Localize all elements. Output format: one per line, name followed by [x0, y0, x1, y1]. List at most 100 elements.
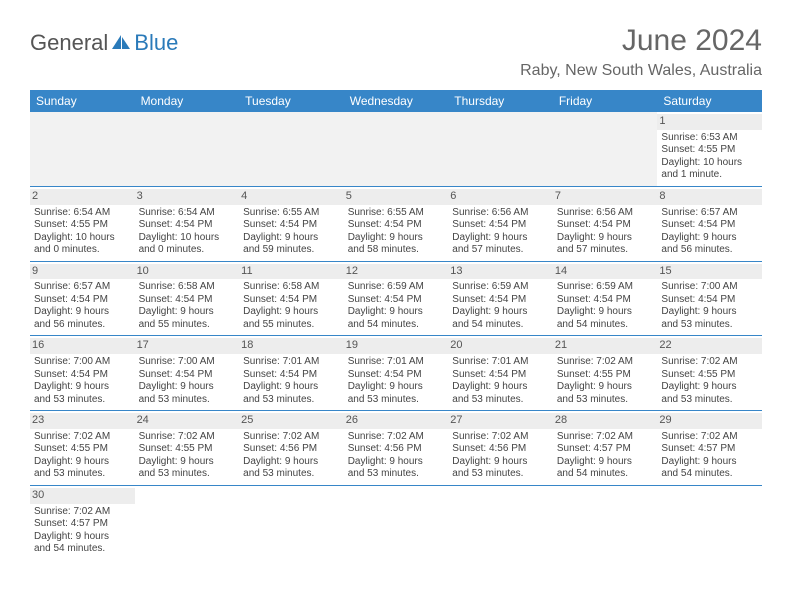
sunrise-text: Sunrise: 6:56 AM [452, 207, 549, 220]
calendar-grid: SundayMondayTuesdayWednesdayThursdayFrid… [30, 90, 762, 560]
sunrise-text: Sunrise: 7:02 AM [452, 431, 549, 444]
sunrise-text: Sunrise: 7:00 AM [34, 356, 131, 369]
daylight-text-1: Daylight: 9 hours [661, 456, 758, 469]
daylight-text-1: Daylight: 10 hours [661, 157, 758, 170]
daylight-text-2: and 53 minutes. [452, 468, 549, 481]
calendar-cell: 28Sunrise: 7:02 AMSunset: 4:57 PMDayligh… [553, 411, 658, 486]
daylight-text-2: and 53 minutes. [34, 468, 131, 481]
sunset-text: Sunset: 4:54 PM [452, 219, 549, 232]
date-number: 4 [239, 189, 344, 205]
calendar-cell-empty [239, 112, 344, 187]
daylight-text-2: and 54 minutes. [348, 319, 445, 332]
title-block: June 2024 Raby, New South Wales, Austral… [520, 24, 762, 80]
sunrise-text: Sunrise: 6:59 AM [452, 281, 549, 294]
calendar-cell-empty [553, 112, 658, 187]
calendar-cell-empty [344, 486, 449, 560]
sunset-text: Sunset: 4:54 PM [557, 219, 654, 232]
daylight-text-2: and 58 minutes. [348, 244, 445, 257]
sunset-text: Sunset: 4:54 PM [557, 294, 654, 307]
daylight-text-2: and 53 minutes. [557, 394, 654, 407]
sunset-text: Sunset: 4:54 PM [34, 369, 131, 382]
calendar-cell-empty [344, 112, 449, 187]
sunrise-text: Sunrise: 6:53 AM [661, 132, 758, 145]
sunset-text: Sunset: 4:54 PM [452, 294, 549, 307]
date-number: 19 [344, 338, 449, 354]
sunset-text: Sunset: 4:54 PM [139, 219, 236, 232]
daylight-text-2: and 53 minutes. [34, 394, 131, 407]
day-header: Friday [553, 90, 658, 112]
header: General Blue June 2024 Raby, New South W… [30, 24, 762, 80]
sunrise-text: Sunrise: 6:59 AM [348, 281, 445, 294]
sunset-text: Sunset: 4:57 PM [557, 443, 654, 456]
date-number: 20 [448, 338, 553, 354]
daylight-text-2: and 57 minutes. [557, 244, 654, 257]
sunrise-text: Sunrise: 6:57 AM [34, 281, 131, 294]
date-number: 24 [135, 413, 240, 429]
logo-text-general: General [30, 30, 108, 56]
sunset-text: Sunset: 4:57 PM [34, 518, 131, 531]
daylight-text-2: and 53 minutes. [243, 394, 340, 407]
calendar-cell: 20Sunrise: 7:01 AMSunset: 4:54 PMDayligh… [448, 336, 553, 411]
day-header: Saturday [657, 90, 762, 112]
calendar-cell: 30Sunrise: 7:02 AMSunset: 4:57 PMDayligh… [30, 486, 135, 560]
daylight-text-1: Daylight: 9 hours [243, 456, 340, 469]
calendar-cell: 22Sunrise: 7:02 AMSunset: 4:55 PMDayligh… [657, 336, 762, 411]
sunset-text: Sunset: 4:55 PM [661, 369, 758, 382]
sunset-text: Sunset: 4:57 PM [661, 443, 758, 456]
sunset-text: Sunset: 4:54 PM [243, 219, 340, 232]
date-number: 18 [239, 338, 344, 354]
daylight-text-2: and 59 minutes. [243, 244, 340, 257]
day-header: Thursday [448, 90, 553, 112]
day-header: Monday [135, 90, 240, 112]
sunset-text: Sunset: 4:54 PM [661, 219, 758, 232]
daylight-text-1: Daylight: 9 hours [243, 381, 340, 394]
date-number: 1 [657, 114, 762, 130]
daylight-text-1: Daylight: 10 hours [34, 232, 131, 245]
daylight-text-1: Daylight: 9 hours [557, 456, 654, 469]
sunset-text: Sunset: 4:54 PM [348, 219, 445, 232]
daylight-text-2: and 57 minutes. [452, 244, 549, 257]
daylight-text-1: Daylight: 9 hours [34, 306, 131, 319]
calendar-cell: 9Sunrise: 6:57 AMSunset: 4:54 PMDaylight… [30, 262, 135, 337]
calendar-cell: 10Sunrise: 6:58 AMSunset: 4:54 PMDayligh… [135, 262, 240, 337]
calendar-cell: 29Sunrise: 7:02 AMSunset: 4:57 PMDayligh… [657, 411, 762, 486]
daylight-text-2: and 56 minutes. [661, 244, 758, 257]
calendar-cell: 8Sunrise: 6:57 AMSunset: 4:54 PMDaylight… [657, 187, 762, 262]
sunset-text: Sunset: 4:56 PM [452, 443, 549, 456]
calendar-cell-empty [657, 486, 762, 560]
date-number: 10 [135, 264, 240, 280]
sunrise-text: Sunrise: 7:00 AM [661, 281, 758, 294]
sunset-text: Sunset: 4:54 PM [661, 294, 758, 307]
daylight-text-2: and 53 minutes. [661, 394, 758, 407]
day-header: Tuesday [239, 90, 344, 112]
sunset-text: Sunset: 4:54 PM [348, 369, 445, 382]
sunrise-text: Sunrise: 6:56 AM [557, 207, 654, 220]
calendar-cell-empty [135, 112, 240, 187]
date-number: 11 [239, 264, 344, 280]
sunrise-text: Sunrise: 7:02 AM [34, 431, 131, 444]
daylight-text-1: Daylight: 9 hours [557, 381, 654, 394]
calendar-cell-empty [448, 112, 553, 187]
daylight-text-1: Daylight: 9 hours [557, 306, 654, 319]
date-number: 14 [553, 264, 658, 280]
daylight-text-2: and 0 minutes. [34, 244, 131, 257]
daylight-text-2: and 55 minutes. [139, 319, 236, 332]
daylight-text-2: and 53 minutes. [348, 394, 445, 407]
sunrise-text: Sunrise: 7:01 AM [243, 356, 340, 369]
date-number: 2 [30, 189, 135, 205]
date-number: 15 [657, 264, 762, 280]
sunrise-text: Sunrise: 6:55 AM [348, 207, 445, 220]
daylight-text-2: and 54 minutes. [452, 319, 549, 332]
sunrise-text: Sunrise: 7:00 AM [139, 356, 236, 369]
date-number: 13 [448, 264, 553, 280]
daylight-text-1: Daylight: 9 hours [139, 306, 236, 319]
daylight-text-2: and 55 minutes. [243, 319, 340, 332]
sunset-text: Sunset: 4:54 PM [452, 369, 549, 382]
calendar-cell: 15Sunrise: 7:00 AMSunset: 4:54 PMDayligh… [657, 262, 762, 337]
month-title: June 2024 [520, 24, 762, 58]
sunrise-text: Sunrise: 7:02 AM [557, 431, 654, 444]
date-number: 22 [657, 338, 762, 354]
daylight-text-2: and 56 minutes. [34, 319, 131, 332]
date-number: 29 [657, 413, 762, 429]
calendar-cell: 21Sunrise: 7:02 AMSunset: 4:55 PMDayligh… [553, 336, 658, 411]
